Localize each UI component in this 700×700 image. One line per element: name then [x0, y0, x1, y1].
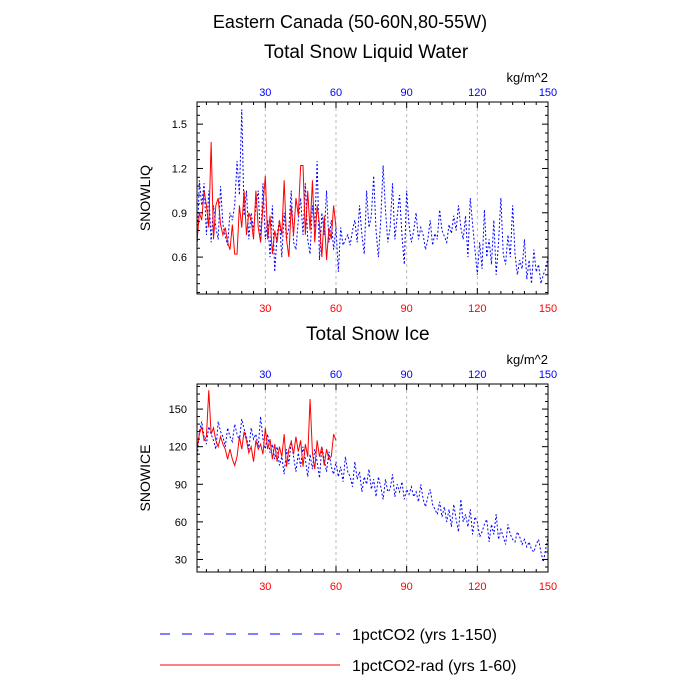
- x-tick-label-bottom: 30: [259, 303, 271, 315]
- x-tick-label-bottom: 120: [468, 581, 486, 593]
- x-tick-label-top: 150: [539, 87, 557, 99]
- x-tick-label-bottom: 90: [401, 303, 413, 315]
- x-tick-label-bottom: 60: [330, 581, 342, 593]
- y-axis-label: SNOWICE: [137, 445, 153, 512]
- legend-label-1pctCO2-rad: 1pctCO2-rad (yrs 1-60): [352, 658, 517, 675]
- x-tick-label-top: 90: [401, 369, 413, 381]
- y-tick-label: 1.2: [172, 163, 187, 175]
- y-tick-label: 90: [175, 479, 187, 491]
- x-tick-label-bottom: 150: [539, 303, 557, 315]
- x-tick-label-top: 30: [259, 369, 271, 381]
- x-tick-label-top: 150: [539, 369, 557, 381]
- y-tick-label: 120: [169, 442, 187, 454]
- x-tick-label-top: 120: [468, 87, 486, 99]
- units-label: kg/m^2: [506, 352, 548, 367]
- plot-frame: [196, 101, 549, 295]
- panel-title-snow-liquid-water: Total Snow Liquid Water: [264, 42, 469, 63]
- x-tick-label-top: 60: [330, 87, 342, 99]
- x-tick-label-bottom: 150: [539, 581, 557, 593]
- x-tick-label-bottom: 60: [330, 303, 342, 315]
- panel-snow-ice: 30 30 60 60 90 90 120 120 150 150 30 60 90 120 150 SNOW…: [137, 352, 557, 593]
- series-line-1pctCO2-rad: [196, 141, 337, 261]
- y-tick-label: 60: [175, 517, 187, 529]
- series-line-1pctCO2: [196, 416, 549, 563]
- panel-title-snow-ice: Total Snow Ice: [306, 324, 430, 345]
- x-tick-label-top: 120: [468, 369, 486, 381]
- series-line-1pctCO2-rad: [196, 390, 337, 470]
- plot-frame: [196, 383, 549, 573]
- x-tick-label-bottom: 30: [259, 581, 271, 593]
- y-tick-label: 30: [175, 554, 187, 566]
- y-axis-label: SNOWLIQ: [137, 165, 153, 231]
- legend-label-1pctCO2: 1pctCO2 (yrs 1-150): [352, 627, 497, 644]
- y-tick-label: 150: [169, 404, 187, 416]
- y-tick-label: 0.9: [172, 208, 187, 220]
- units-label: kg/m^2: [506, 70, 548, 85]
- x-tick-label-bottom: 120: [468, 303, 486, 315]
- y-tick-label: 0.6: [172, 252, 187, 264]
- figure-title: Eastern Canada (50-60N,80-55W): [212, 12, 488, 32]
- x-tick-label-bottom: 90: [401, 581, 413, 593]
- x-tick-label-top: 30: [259, 87, 271, 99]
- panel-snow-liquid-water: 30 30 60 60 90 90 120 120 150 150 0.6 0.9 1.2 1.5 SNOW…: [137, 70, 557, 315]
- x-tick-label-top: 90: [401, 87, 413, 99]
- y-tick-label: 1.5: [172, 119, 187, 131]
- series-line-1pctCO2: [196, 109, 549, 284]
- legend: 1pctCO2 (yrs 1-150) 1pctCO2-rad (yrs 1-6…: [160, 627, 517, 675]
- x-tick-label-top: 60: [330, 369, 342, 381]
